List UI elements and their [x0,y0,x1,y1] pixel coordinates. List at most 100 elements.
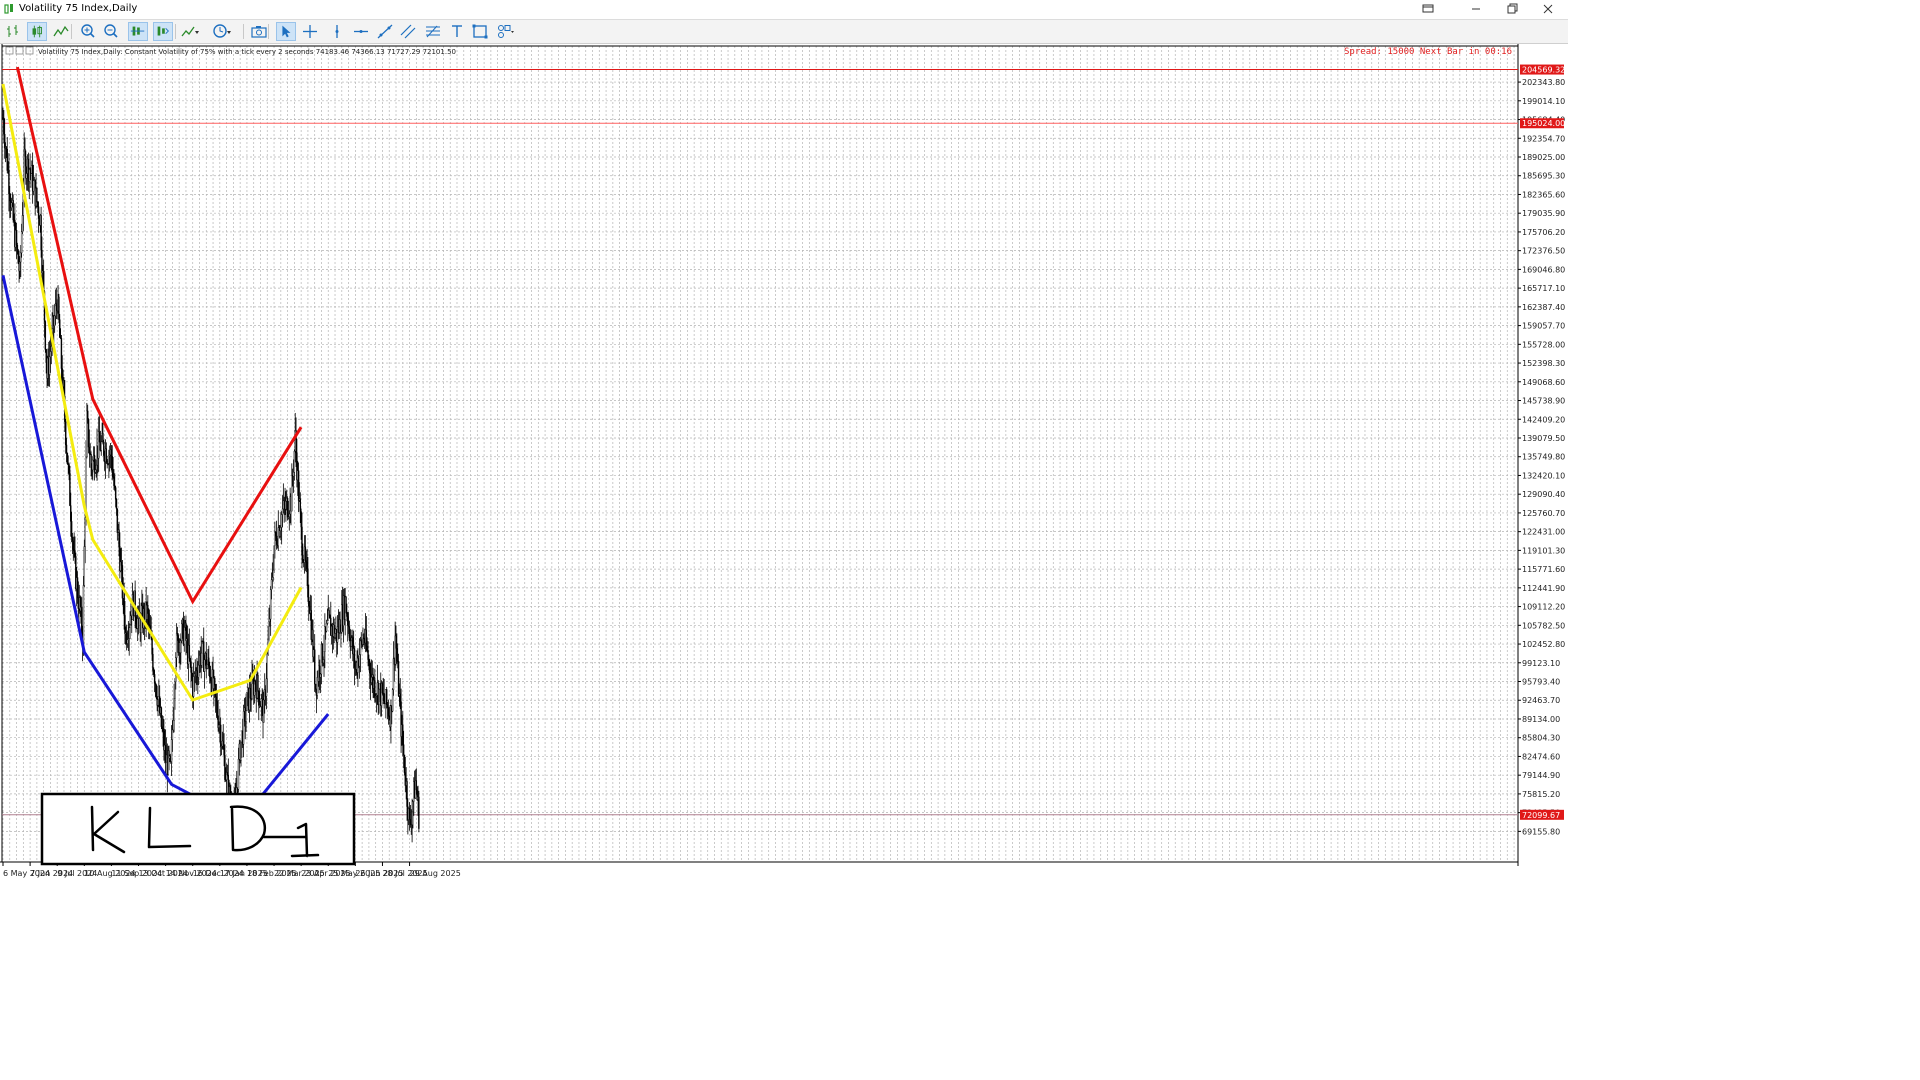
candle [266,649,268,693]
candle [128,623,130,656]
candle [293,449,296,481]
candle [274,521,276,559]
channel-icon [400,24,416,39]
current-price-tag: 72099.67 [1520,809,1564,820]
rectangle-button[interactable] [470,22,490,41]
candle [307,556,309,602]
y-tick-label: 102452.80 [1522,640,1565,649]
price-chart[interactable]: 202343.80199014.10195684.40192354.701890… [0,44,1568,882]
y-tick-label: 142409.20 [1522,415,1565,424]
candle [359,636,362,673]
x-tick-label: 22 Mar 2025 [274,869,325,878]
line-chart-icon [53,25,69,37]
y-tick-label: 119101.30 [1522,546,1565,555]
candle [339,611,341,634]
line-chart-button[interactable] [51,22,71,41]
y-tick-label: 85804.30 [1522,734,1560,743]
shapes-button[interactable] [495,22,515,41]
equidistant-channel-button[interactable] [398,22,418,41]
candle [214,676,216,698]
y-tick-label: 69155.80 [1522,827,1560,836]
candle [408,802,411,831]
candle [196,657,198,685]
trendline-button[interactable] [375,22,395,41]
candle [404,756,407,793]
candle [58,293,60,324]
candle [185,615,187,656]
candle [225,763,228,797]
periods-button[interactable] [212,22,232,41]
restore-small-icon[interactable] [1418,2,1438,16]
candle [352,629,354,662]
blue-trendline[interactable] [1,274,330,823]
top-price-tag: 204569.32 [1520,64,1565,75]
handwritten-annotation[interactable] [40,792,356,866]
candle [112,457,114,479]
indicators-icon [181,26,199,37]
candle [305,550,307,573]
candle [213,669,215,707]
candle [246,692,248,712]
candle [116,508,119,541]
title-bar: Volatility 75 Index,Daily [0,0,1568,20]
candle [12,194,14,223]
candle [114,485,117,508]
candle [279,525,281,538]
cursor-button[interactable] [276,22,296,41]
candle [362,627,364,647]
x-tick-label: 16 Dec 2024 [193,869,244,878]
y-tick-label: 122431.00 [1522,528,1565,537]
candle [412,800,414,829]
y-tick-label: 125760.70 [1522,509,1565,518]
candle [25,150,27,185]
bar-chart-button[interactable] [3,22,23,41]
candle [297,462,300,512]
candle [86,402,88,459]
x-tick-label: 14 Nov 2024 [166,869,217,878]
candle [396,633,398,664]
candle [36,187,38,208]
candle [120,548,122,573]
fibonacci-button[interactable] [423,22,443,41]
chart-symbol-icon [5,46,34,55]
zoom-in-button[interactable] [78,22,98,41]
yellow-trendline[interactable] [1,83,303,702]
candle [304,535,307,571]
y-tick-label: 115771.60 [1522,565,1565,574]
y-tick-label: 175706.20 [1522,228,1565,237]
indicators-button[interactable] [180,22,200,41]
close-icon[interactable] [1538,2,1558,16]
candle [345,595,347,614]
candle [245,693,247,732]
chart-area[interactable]: 202343.80199014.10195684.40192354.701890… [0,44,1568,882]
candle [20,223,23,258]
candlestick-chart-button[interactable] [27,22,47,41]
x-tick-label: 6 May 2024 [3,869,50,878]
x-tick-label: 25 May 2025 [328,869,380,878]
shapes-icon [498,25,514,38]
candle [160,706,163,730]
screenshot-button[interactable] [249,22,269,41]
red-trendline[interactable] [15,66,303,605]
minimize-icon[interactable] [1466,2,1486,16]
zoom-in-icon [81,24,95,38]
candle [268,607,270,642]
zoom-out-button[interactable] [101,22,121,41]
candle [285,491,287,522]
candle [219,717,222,757]
candle [385,686,388,709]
candle [93,446,96,481]
candle [90,451,92,477]
x-tick-label: 10 Aug 2024 [84,869,135,878]
horizontal-line-button[interactable] [351,22,371,41]
text-button[interactable] [447,22,467,41]
x-tick-label: 29 Aug 2025 [410,869,461,878]
grid-toggle-button[interactable] [128,22,148,41]
candle [321,643,324,667]
auto-scroll-button[interactable] [153,22,173,41]
maximize-icon[interactable] [1502,2,1522,16]
vertical-line-button[interactable] [327,22,347,41]
candle [37,201,40,233]
zoom-out-icon [104,24,118,38]
crosshair-button[interactable] [300,22,320,41]
